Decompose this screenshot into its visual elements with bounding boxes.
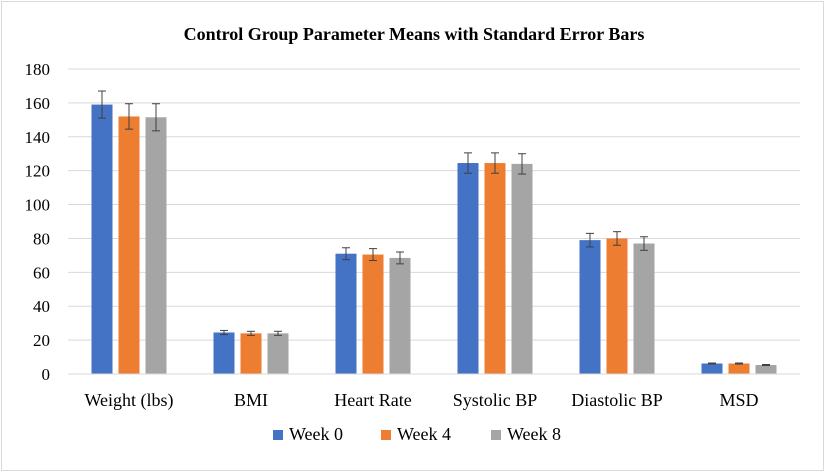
bar [755,365,777,374]
bar [213,332,235,374]
legend-label: Week 4 [397,424,451,444]
chart-title: Control Group Parameter Means with Stand… [184,24,645,44]
legend-label: Week 0 [289,424,343,444]
bar [335,253,357,374]
y-axis-tick-labels: 0 20 40 60 80 100 120 140 160 180 [25,60,51,384]
bar [91,104,113,374]
y-tick-label: 180 [25,60,51,79]
x-category-label: Heart Rate [334,390,411,410]
y-tick-label: 80 [33,229,50,248]
bar [457,163,479,374]
bar [633,243,655,374]
y-tick-label: 140 [25,128,51,147]
x-axis-category-labels: Weight (lbs) BMI Heart Rate Systolic BP Dias… [84,390,758,411]
y-tick-label: 60 [33,263,50,282]
legend-swatch [381,430,391,440]
bar [728,363,750,374]
bar [579,240,601,374]
bar [701,363,723,374]
bar [389,257,411,374]
legend-swatch [273,430,283,440]
y-tick-label: 0 [42,365,51,384]
bar [484,163,506,374]
y-tick-label: 120 [25,162,51,181]
x-category-label: MSD [719,390,758,410]
bar [145,117,167,375]
x-category-label: Weight (lbs) [84,390,173,411]
bar [511,163,533,374]
bar [267,333,289,374]
legend-label: Week 8 [507,424,561,444]
legend-swatch [491,430,501,440]
bar [240,333,262,374]
y-tick-label: 20 [33,331,50,350]
gridlines [68,68,800,341]
error-bars [98,90,770,367]
y-tick-label: 40 [33,297,50,316]
x-category-label: BMI [234,390,268,410]
y-tick-label: 100 [25,196,51,215]
bar [606,238,628,374]
x-category-label: Diastolic BP [571,390,663,410]
y-tick-label: 160 [25,94,51,113]
legend: Week 0 Week 4 Week 8 [273,424,561,444]
bars [91,104,777,375]
bar [362,254,384,374]
bar [118,116,140,374]
x-category-label: Systolic BP [453,390,538,410]
